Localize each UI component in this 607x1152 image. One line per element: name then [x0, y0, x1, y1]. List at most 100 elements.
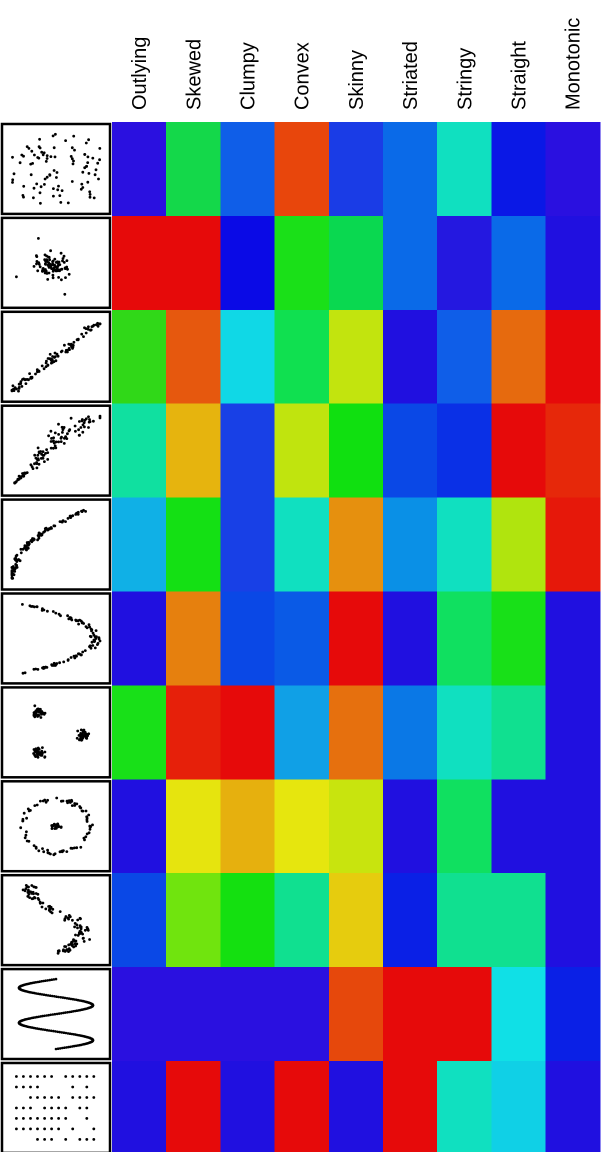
thumbnail-point [59, 996, 63, 999]
thumbnail-point [11, 155, 14, 159]
thumbnail-point [93, 640, 96, 643]
thumbnail-point [29, 1096, 32, 1099]
thumbnail-point [41, 1014, 44, 1018]
cell-r2-c0 [112, 309, 167, 405]
thumbnail-point [68, 801, 72, 804]
cell-r7-c1 [166, 779, 221, 874]
thumbnail-point [71, 918, 74, 922]
thumbnail-point [87, 813, 91, 817]
thumbnail-point [22, 1106, 25, 1110]
thumbnail-point [34, 892, 38, 895]
thumbnail-point [55, 1012, 59, 1016]
thumbnail-point [76, 918, 80, 922]
thumbnail-frame [0, 592, 112, 685]
cell-r7-c3 [274, 779, 330, 874]
cell-r0-c3 [274, 122, 330, 217]
thumbnail-point [54, 1047, 58, 1051]
thumbnail-point [60, 349, 64, 353]
thumbnail-point [36, 709, 40, 713]
thumbnail-point [57, 995, 60, 999]
thumbnail-point [48, 978, 51, 982]
thumbnail-point [75, 942, 79, 946]
cell-r2-c2 [220, 309, 276, 405]
thumbnail-point [77, 433, 81, 437]
thumbnail-point [78, 1096, 82, 1099]
thumbnail-point [11, 178, 15, 182]
column-labels: Outlying Skewed Clumpy Convex Skinny Striated… [129, 18, 585, 110]
thumbnail-point [84, 417, 88, 421]
thumbnail-point [29, 605, 33, 608]
thumbnail-point [83, 153, 87, 156]
thumbnail-point [50, 827, 54, 830]
cell-r3-c4 [328, 403, 384, 499]
thumbnail-point [27, 809, 31, 813]
thumbnail-point [54, 825, 57, 829]
thumbnail-point [69, 1045, 72, 1049]
thumbnail-point [58, 194, 62, 198]
thumbnail-point [41, 607, 44, 611]
cell-r10-c7 [491, 1061, 547, 1152]
thumbnail-point [72, 938, 75, 942]
thumbnail-point [57, 1106, 60, 1110]
thumbnail-point [57, 825, 60, 829]
thumbnail-point [42, 367, 46, 371]
thumbnail-point [63, 918, 67, 922]
thumbnail-point [22, 377, 25, 381]
thumbnail-point [74, 944, 77, 948]
thumbnail-point [44, 365, 48, 368]
thumbnail-point [71, 1075, 75, 1078]
thumbnail-point [39, 532, 42, 536]
thumbnail-point [15, 1075, 18, 1078]
thumbnail-point [53, 444, 57, 448]
thumbnail-point [23, 671, 27, 675]
thumbnail-point [86, 927, 90, 931]
thumbnail-point [19, 551, 23, 555]
thumbnail-point [44, 800, 48, 804]
thumbnail-point [51, 134, 55, 138]
thumbnail-point [74, 933, 77, 937]
thumbnail-point [39, 201, 42, 205]
thumbnail-point [65, 265, 69, 269]
thumbnail-point [74, 429, 77, 433]
thumbnail-point [61, 1046, 64, 1050]
thumbnail-point [66, 916, 70, 920]
thumbnail-point [47, 1013, 50, 1017]
thumbnail-point [50, 267, 53, 270]
cell-r5-c8 [545, 591, 601, 686]
cell-r9-c2 [220, 967, 276, 1062]
thumbnail-point [54, 977, 58, 981]
thumbnail-point [50, 664, 54, 667]
cell-r4-c0 [112, 497, 167, 593]
thumbnail-point [69, 656, 73, 659]
thumbnail-point [45, 527, 49, 531]
cell-r1-c6 [437, 215, 492, 311]
thumbnail-point [85, 818, 89, 822]
thumbnail-point [57, 1127, 60, 1131]
cell-r8-c7 [491, 873, 547, 968]
thumbnail-point [46, 979, 49, 982]
thumbnail-point [36, 1117, 39, 1120]
thumbnail-point [14, 563, 18, 566]
thumbnail-point [18, 161, 22, 165]
thumbnail-point [47, 1029, 51, 1032]
cell-r3-c2 [220, 403, 276, 499]
thumbnail-point [45, 448, 48, 451]
thumbnail-point [22, 154, 25, 158]
cell-r1-c4 [328, 215, 384, 311]
thumbnail-point [33, 153, 36, 157]
thumbnail-point [39, 1027, 43, 1031]
thumbnail-point [57, 440, 60, 444]
thumbnail-point [32, 186, 36, 190]
thumbnail-point [57, 433, 60, 436]
thumbnail-point [71, 162, 75, 166]
thumbnail-point [82, 728, 86, 732]
thumbnail-point [43, 750, 47, 754]
thumbnail-point [62, 1031, 66, 1034]
thumbnail-point [91, 644, 95, 647]
thumbnail-point [46, 357, 50, 360]
thumbnail-point [90, 640, 94, 644]
thumbnail-point [41, 751, 44, 755]
thumbnail-frame [0, 873, 112, 967]
thumbnail-point [78, 1075, 82, 1078]
thumbnail-point [82, 940, 86, 943]
